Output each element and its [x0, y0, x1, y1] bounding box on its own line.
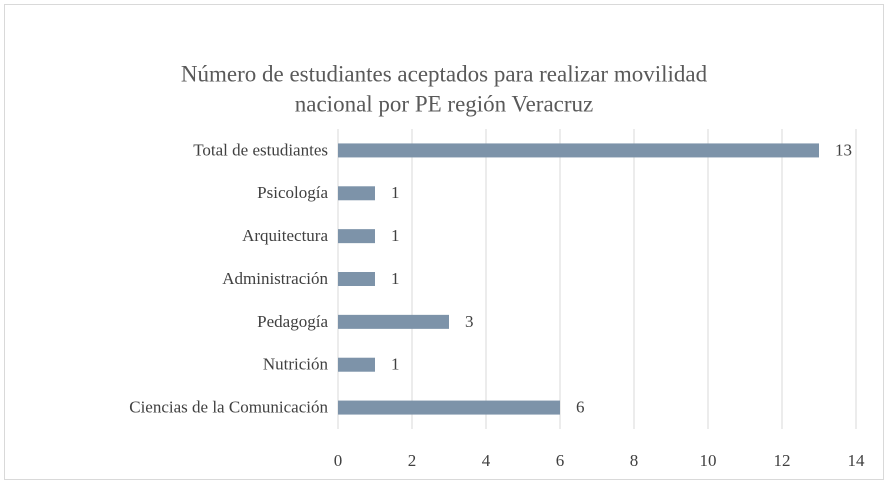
y-tick-label: Ciencias de la Comunicación [129, 397, 328, 416]
bar [338, 400, 560, 415]
x-tick-label: 14 [848, 451, 866, 470]
bar [338, 272, 375, 286]
x-tick-label: 4 [482, 451, 491, 470]
y-tick-label: Psicología [257, 183, 328, 202]
y-tick-label: Administración [222, 269, 328, 288]
chart-title: nacional por PE región Veracruz [295, 91, 593, 116]
data-label: 13 [835, 140, 852, 159]
y-tick-label: Arquitectura [242, 226, 328, 245]
data-label: 1 [391, 226, 400, 245]
x-tick-label: 0 [334, 451, 343, 470]
data-label: 1 [391, 183, 400, 202]
x-tick-label: 12 [774, 451, 791, 470]
x-tick-label: 2 [408, 451, 417, 470]
data-label: 6 [576, 397, 585, 416]
x-tick-label: 6 [556, 451, 565, 470]
x-tick-label: 8 [630, 451, 639, 470]
data-label: 3 [465, 312, 474, 331]
x-tick-label: 10 [700, 451, 717, 470]
bar [338, 143, 819, 158]
bar [338, 314, 449, 329]
y-tick-label: Nutrición [263, 355, 329, 374]
chart-border [4, 4, 884, 480]
data-label: 1 [391, 269, 400, 288]
bar [338, 186, 375, 201]
bar [338, 357, 375, 372]
data-label: 1 [391, 355, 400, 374]
y-tick-label: Pedagogía [257, 312, 328, 331]
chart-title: Número de estudiantes aceptados para rea… [181, 61, 708, 86]
y-tick-label: Total de estudiantes [193, 140, 328, 159]
bar [338, 229, 375, 244]
